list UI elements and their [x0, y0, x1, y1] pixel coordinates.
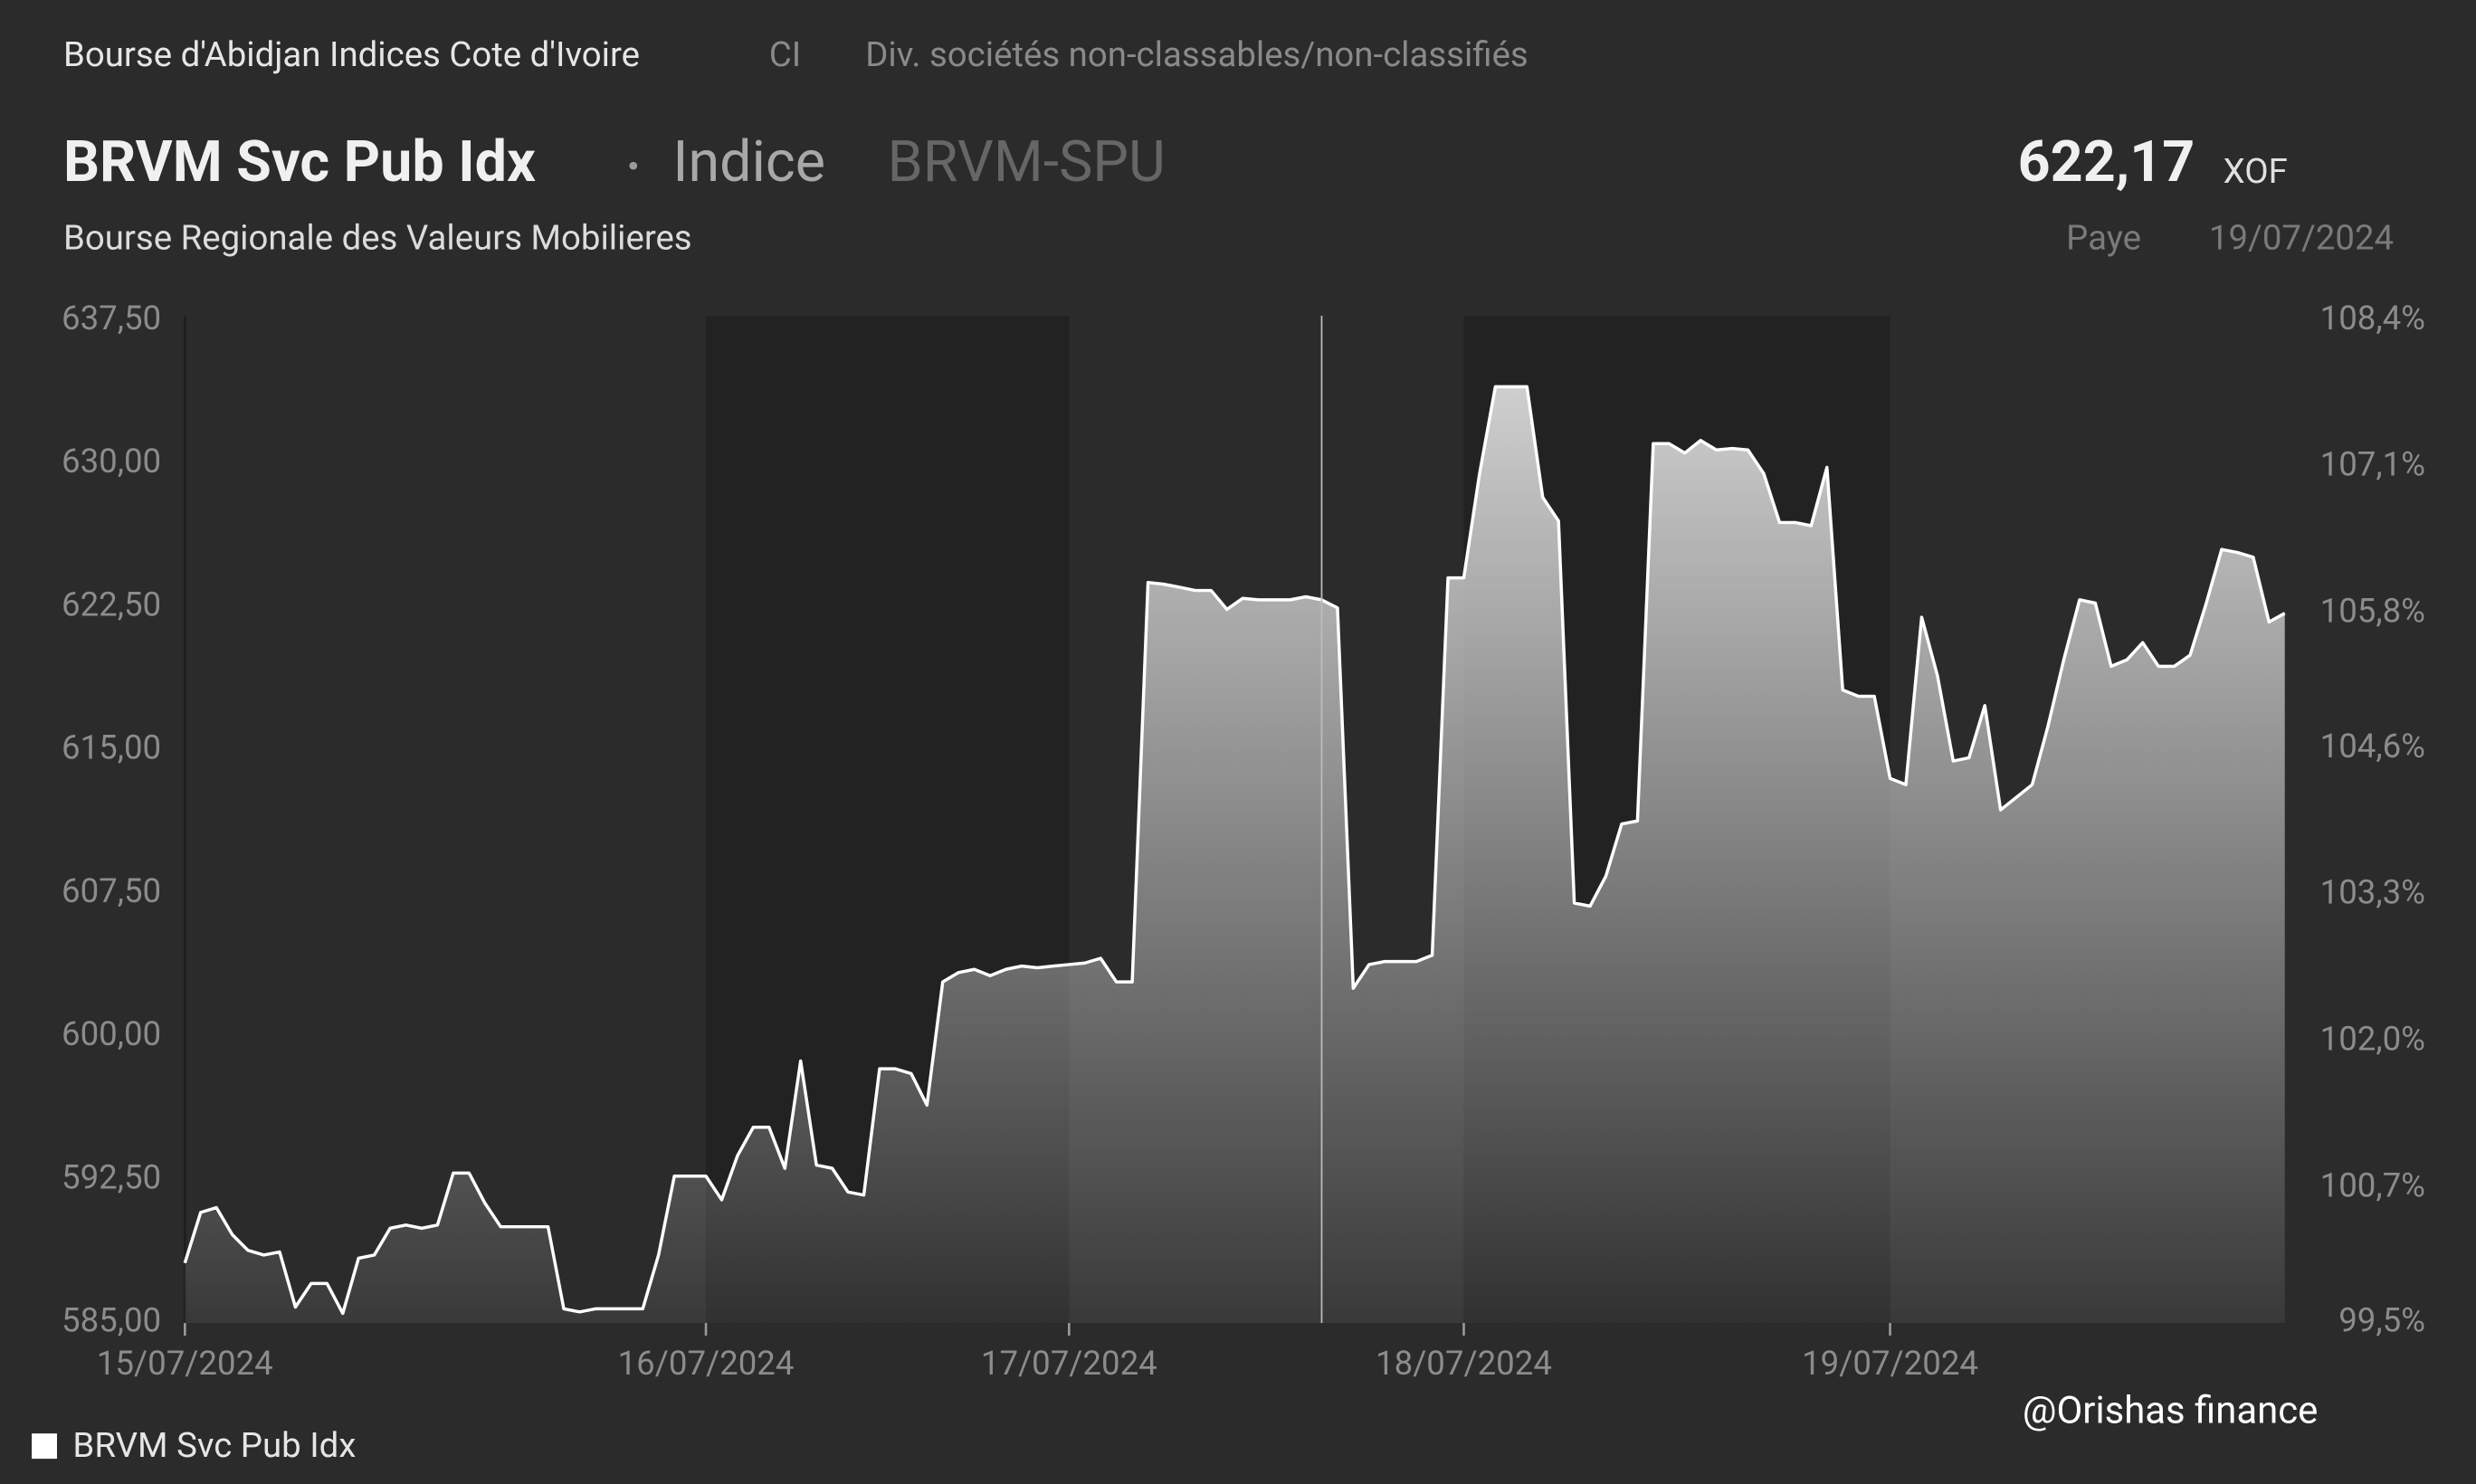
x-tick-label: 15/07/2024: [97, 1344, 273, 1383]
y2-tick-label: 100,7%: [2320, 1165, 2425, 1204]
date: 19/07/2024: [2209, 217, 2394, 258]
y-tick-label: 637,50: [62, 299, 161, 338]
plot: 585,00 592,50 600,00 607,50 615,00 622,50 630,…: [32, 299, 2425, 1466]
ticker: BRVM-SPU: [888, 129, 1166, 195]
y2-tick-label: 103,3%: [2320, 873, 2425, 912]
separator: [629, 161, 638, 170]
x-tick-label: 17/07/2024: [981, 1344, 1157, 1383]
status: Paye: [2066, 217, 2141, 258]
currency: XOF: [2224, 151, 2288, 192]
legend-label: BRVM Svc Pub Idx: [72, 1425, 356, 1466]
exchange[interactable]: Bourse d'Abidjan Indices Cote d'Ivoire: [63, 34, 640, 75]
y-tick-label: 592,50: [62, 1157, 161, 1196]
kind: Indice: [672, 129, 825, 195]
y-tick-label: 600,00: [62, 1014, 161, 1053]
y2-tick-label: 105,8%: [2320, 591, 2425, 630]
y-tick-label: 607,50: [62, 871, 161, 910]
y2-tick-label: 99,5%: [2338, 1301, 2425, 1340]
y2-tick-label: 104,6%: [2320, 727, 2425, 766]
sector[interactable]: Div. sociétés non-classables/non-classif…: [865, 34, 1528, 75]
y-tick-label: 630,00: [62, 442, 161, 480]
y2-tick-label: 102,0%: [2320, 1020, 2425, 1059]
legend-swatch: [32, 1433, 57, 1460]
y-tick-label: 622,50: [62, 585, 161, 623]
y-tick-label: 615,00: [62, 728, 161, 767]
country: CI: [769, 34, 801, 75]
line: [183, 385, 2286, 1316]
y-tick-label: 585,00: [62, 1301, 161, 1340]
price: 622,17: [2018, 129, 2195, 195]
y2-tick-label: 108,4%: [2320, 299, 2425, 338]
area: [185, 386, 2285, 1324]
watermark: @Orishas finance: [2023, 1389, 2318, 1433]
market: Bourse Regionale des Valeurs Mobilieres: [63, 217, 692, 258]
index-name: BRVM Svc Pub Idx: [63, 129, 536, 195]
y2-tick-label: 107,1%: [2320, 445, 2425, 484]
x-tick-label: 19/07/2024: [1802, 1344, 1978, 1383]
x-tick-label: 16/07/2024: [618, 1344, 795, 1383]
x-tick-label: 18/07/2024: [1376, 1344, 1552, 1383]
